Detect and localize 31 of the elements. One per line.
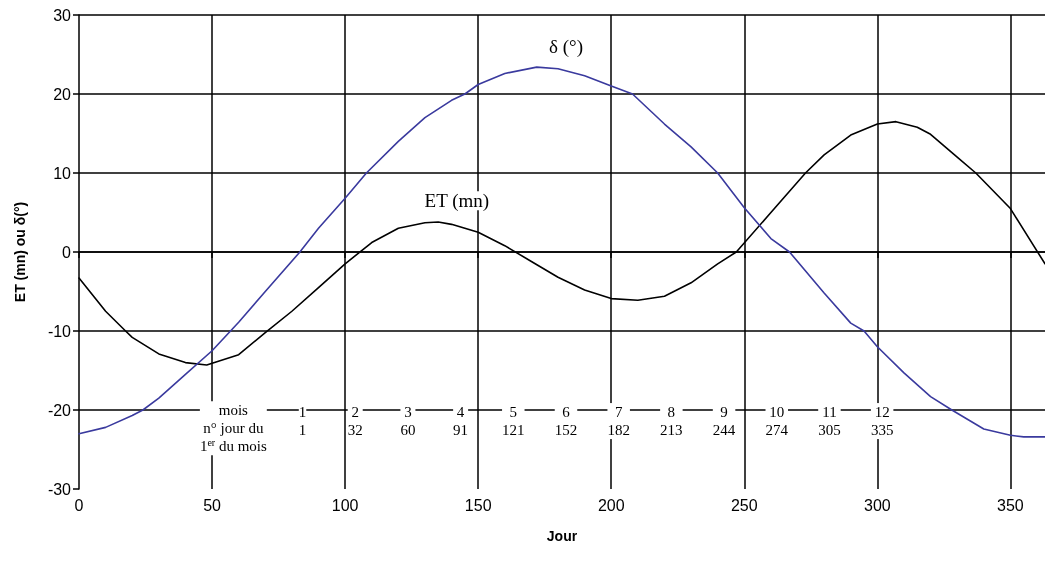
annotation: 5 121 (502, 404, 525, 439)
annotation: 6 152 (554, 404, 578, 439)
annotation: δ (°) (549, 36, 583, 59)
x-tick-label: 50 (203, 496, 222, 514)
x-tick-label: 300 (864, 496, 891, 514)
annotation: ET (mn) (424, 190, 490, 213)
annotation: 11 305 (818, 404, 841, 439)
x-tick-label: 0 (74, 496, 84, 514)
annotation: 8 213 (660, 404, 683, 439)
annotation: 1 1 (298, 404, 307, 439)
y-tick-label: 0 (62, 243, 72, 261)
y-tick-label: 20 (53, 85, 72, 103)
y-axis-title: ET (mn) ou δ(°) (12, 201, 28, 303)
y-tick-label: -20 (47, 401, 72, 419)
x-tick-label: 250 (730, 496, 758, 514)
x-tick-label: 100 (331, 496, 359, 514)
annotation: 3 60 (400, 404, 416, 439)
annotation: 12 335 (870, 404, 894, 439)
annotation: 9 244 (712, 404, 736, 439)
y-tick-label: 10 (53, 164, 72, 182)
annotation: 2 32 (347, 404, 363, 439)
x-axis-title: Jour (546, 528, 578, 544)
annotation: 10 274 (765, 404, 789, 439)
x-tick-label: 350 (997, 496, 1024, 514)
y-tick-label: -30 (47, 480, 72, 498)
y-tick-label: 30 (53, 6, 72, 24)
y-tick-label: -10 (47, 322, 72, 340)
x-tick-label: 200 (597, 496, 625, 514)
annotation: 7 182 (607, 404, 630, 439)
annotation: 4 91 (453, 404, 469, 439)
x-tick-label: 150 (464, 496, 492, 514)
